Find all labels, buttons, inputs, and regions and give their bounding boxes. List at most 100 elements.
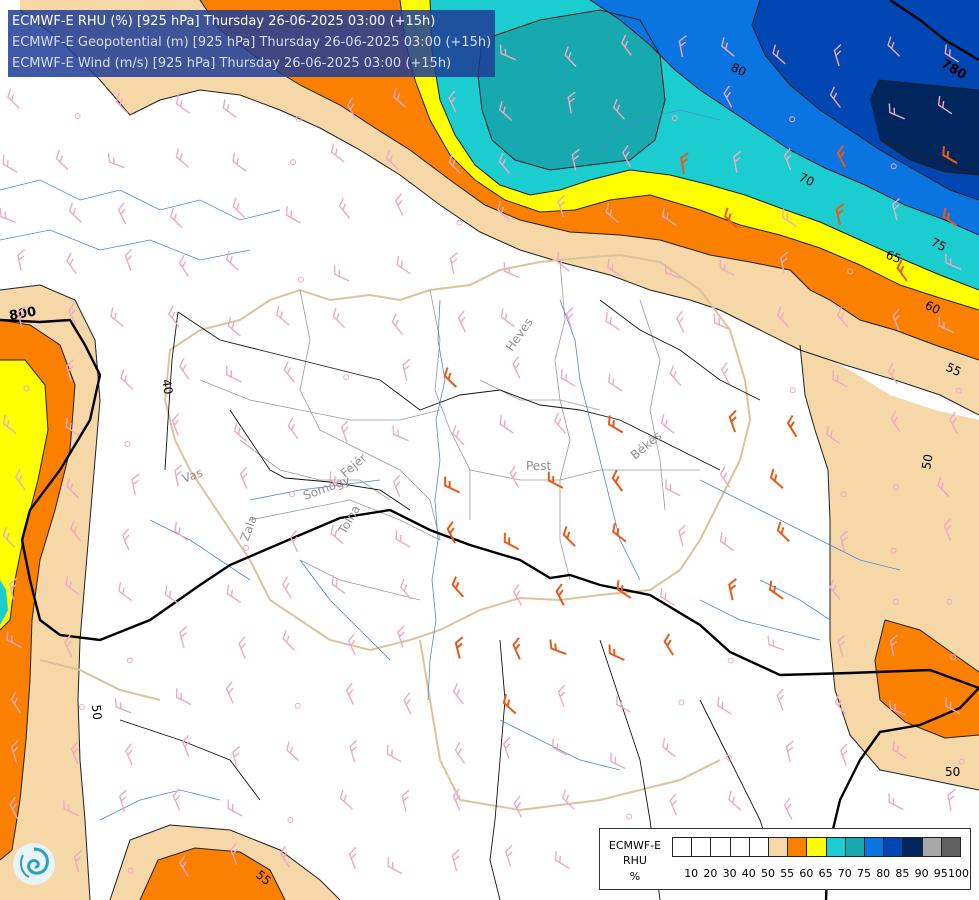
wind-barb (945, 253, 962, 270)
calm-wind-marker (288, 491, 295, 498)
wind-barb (892, 308, 900, 331)
wind-barb (115, 92, 129, 114)
wind-barb (945, 697, 961, 715)
wind-barb (8, 577, 18, 600)
wind-barb (565, 307, 574, 330)
wind-barb (10, 740, 19, 763)
rhu-label: 65 (884, 248, 903, 266)
rhu-label: 75 (929, 235, 949, 254)
wind-barb (661, 737, 676, 758)
wind-barb (444, 476, 461, 494)
wind-barb (340, 420, 349, 443)
wind-barb (2, 414, 17, 435)
wind-barb (181, 734, 190, 758)
wind-barb (281, 576, 292, 599)
wind-barb (660, 587, 675, 606)
rivers (0, 109, 901, 821)
wind-barb (620, 34, 632, 57)
wind-barb (552, 738, 568, 756)
calm-wind-marker (840, 491, 847, 498)
wind-barb (330, 143, 345, 163)
wind-barb (498, 152, 511, 175)
wind-barb (179, 625, 188, 649)
wind-barb (178, 254, 189, 277)
wind-barb (385, 149, 399, 170)
wind-barb (329, 471, 345, 489)
wind-barb (829, 578, 841, 601)
legend-swatch (921, 837, 942, 857)
wind-barb (230, 842, 238, 865)
wind-barb (833, 44, 842, 67)
wind-barb (728, 790, 742, 811)
wind-barb (286, 741, 300, 762)
ecmwf-swirl-icon (13, 843, 55, 885)
wind-barb (391, 313, 403, 335)
wind-barb (497, 200, 510, 222)
wind-barb (564, 46, 577, 68)
calm-wind-marker (955, 387, 962, 394)
legend-param: RHU (623, 854, 647, 867)
calm-wind-marker (950, 654, 957, 661)
rhu-label: 40 (159, 378, 175, 395)
wind-barb (944, 44, 959, 63)
wind-barb (402, 358, 411, 381)
legend-swatch (806, 837, 827, 857)
wind-barb (393, 87, 407, 108)
wind-barb (348, 846, 357, 870)
wind-barb (839, 743, 848, 766)
wind-barb (125, 743, 133, 766)
wind-barb (396, 255, 411, 275)
wind-barb (446, 521, 456, 544)
title-rhu: ECMWF-E RHU (%) [925 hPa] Thursday 26-06… (12, 14, 436, 29)
legend-tick-label: 30 (722, 867, 737, 880)
wind-barb (452, 683, 464, 705)
calm-wind-marker (124, 440, 131, 447)
calm-wind-marker (343, 374, 350, 381)
wind-barb (837, 634, 846, 657)
wind-barb (723, 207, 738, 229)
wind-barb (164, 585, 180, 605)
wind-barb (172, 788, 181, 811)
legend-tick-label: 85 (895, 867, 910, 880)
legend-tick-label: 20 (703, 867, 718, 880)
wind-barb (781, 208, 797, 227)
wind-barb (6, 630, 22, 649)
wind-barb (448, 90, 457, 113)
wind-barb (449, 252, 459, 275)
calm-wind-marker (287, 817, 294, 823)
wind-barb (772, 44, 786, 65)
wind-barb (503, 532, 520, 551)
rhu-label: 55 (944, 360, 964, 379)
wind-barb (834, 693, 847, 715)
wind-barb (63, 799, 79, 817)
rhu-label: 50 (89, 704, 104, 720)
wind-barb (937, 476, 950, 498)
wind-barb (890, 410, 901, 433)
wind-barb (557, 684, 566, 708)
wind-barb (836, 145, 846, 168)
calm-wind-marker (890, 547, 897, 554)
calm-wind-marker (727, 657, 734, 664)
wind-barb (227, 316, 241, 337)
wind-barb (73, 850, 82, 873)
wind-barb (232, 745, 241, 768)
wind-barb (68, 202, 82, 223)
legend-swatch (748, 837, 769, 857)
wind-barb (612, 522, 627, 543)
wind-barb (616, 580, 632, 599)
wind-barb (779, 251, 789, 274)
wind-barb (721, 37, 735, 57)
legend-swatch (902, 837, 923, 857)
wind-barb (66, 252, 78, 275)
calm-wind-marker (126, 657, 133, 664)
wind-barb (174, 521, 189, 541)
rhu-label: 70 (797, 170, 817, 189)
calm-wind-marker (243, 544, 249, 551)
wind-barb (287, 417, 299, 440)
calm-wind-marker (127, 867, 134, 874)
wind-barb (7, 88, 20, 109)
wind-barb (611, 469, 624, 492)
wind-barb (504, 844, 513, 868)
wind-barb (937, 95, 953, 115)
wind-barb (226, 584, 241, 604)
